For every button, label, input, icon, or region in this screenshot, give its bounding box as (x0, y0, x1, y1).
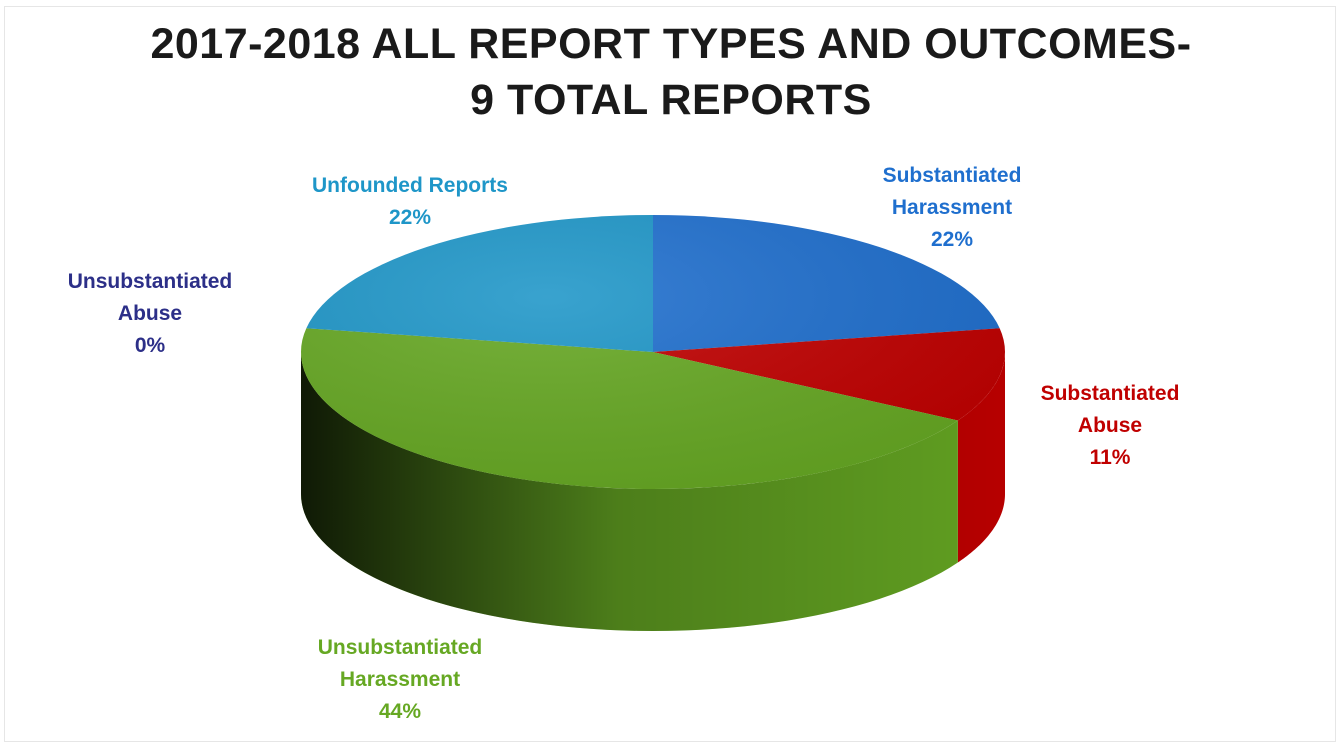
chart-frame (4, 6, 1336, 742)
label-unfounded-reports: Unfounded Reports 22% (312, 174, 508, 229)
label-substantiated-harassment: Substantiated Harassment 22% (882, 164, 1022, 251)
chart-title-line-1: 2017-2018 ALL REPORT TYPES AND OUTCOMES- (150, 20, 1192, 68)
label-unsubstantiated-harassment: Unsubstantiated Harassment 44% (317, 636, 483, 723)
chart-title-line-2: 9 TOTAL REPORTS (470, 76, 872, 124)
label-substantiated-abuse: Substantiated Abuse 11% (1040, 382, 1180, 469)
label-unsubstantiated-abuse: Unsubstantiated Abuse 0% (67, 270, 233, 357)
pie-side-shading (301, 352, 1005, 631)
pie-top-faces (301, 215, 1005, 489)
pie-top-highlight (301, 215, 1005, 489)
pie-side-walls (301, 352, 1005, 631)
